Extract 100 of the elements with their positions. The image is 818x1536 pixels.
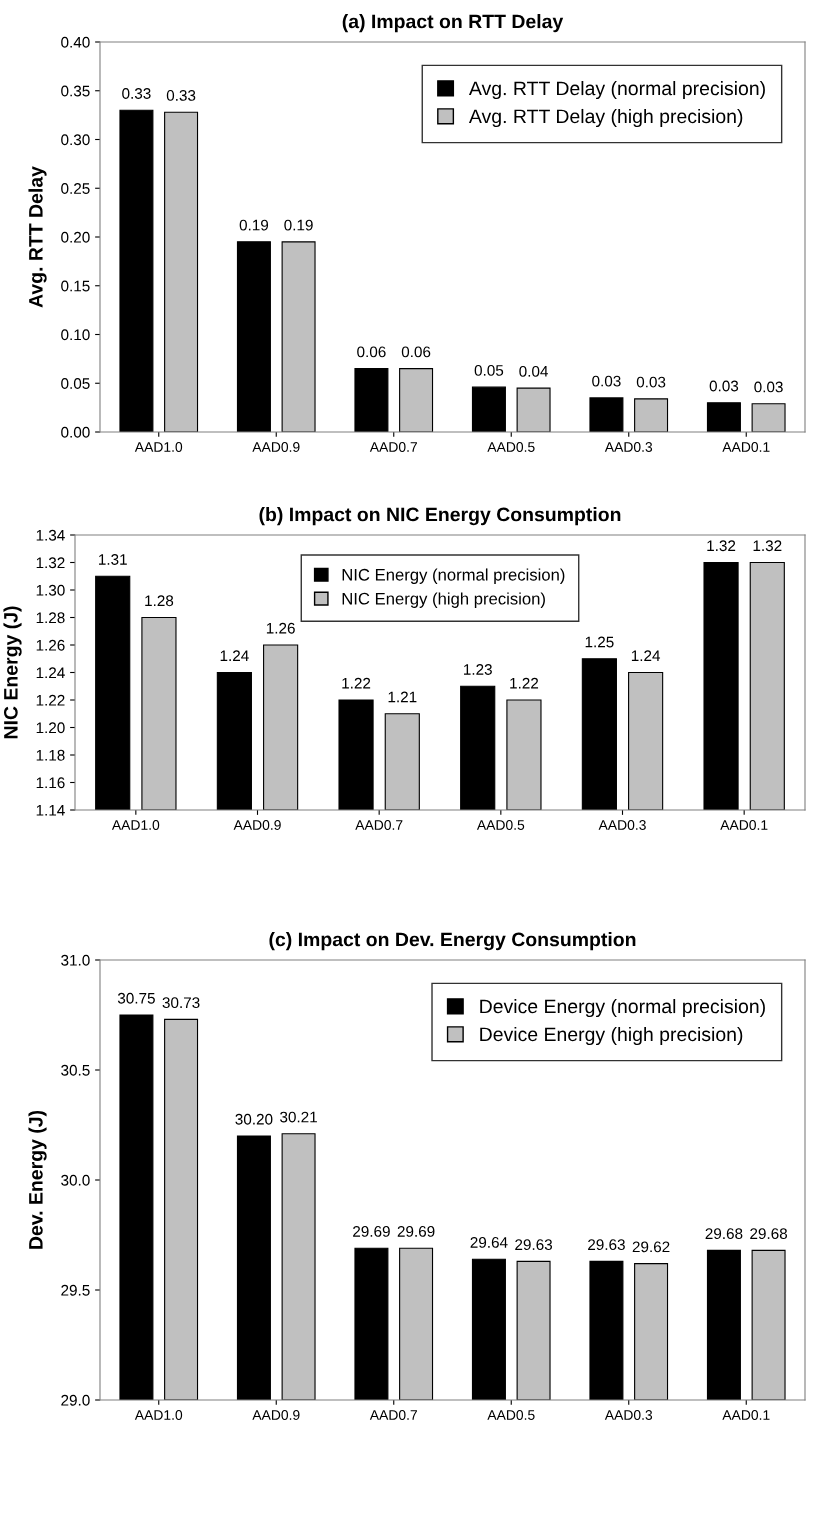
- y-tick-label: 0.00: [61, 426, 90, 438]
- x-tick-label: AAD0.1: [722, 442, 770, 452]
- x-tick-label: AAD1.0: [111, 820, 160, 830]
- y-tick-label: 1.32: [36, 557, 65, 569]
- data-label: 0.06: [401, 346, 431, 358]
- x-tick-label: AAD0.3: [598, 820, 646, 830]
- data-label: 1.32: [753, 540, 782, 552]
- data-label: 0.33: [166, 90, 196, 101]
- bar: [164, 111, 199, 432]
- legend-label: Device Energy (normal precision): [480, 998, 765, 1018]
- data-label: 29.62: [632, 1241, 670, 1253]
- data-label: 1.25: [585, 636, 614, 648]
- chart-title: (a) Impact on RTT Delay: [342, 14, 564, 33]
- data-label: 0.06: [357, 346, 386, 358]
- x-tick-label: AAD0.1: [722, 1410, 770, 1420]
- y-tick-label: 1.14: [36, 805, 65, 816]
- legend-label: Avg. RTT Delay (high precision): [468, 108, 743, 128]
- y-tick-label: 1.18: [36, 749, 65, 761]
- y-tick-label: 29.5: [61, 1284, 90, 1296]
- bar: [751, 403, 786, 432]
- y-tick-label: 0.25: [61, 183, 90, 194]
- y-tick-label: 1.28: [36, 612, 65, 624]
- y-tick-label: 30.0: [61, 1174, 90, 1186]
- bar: [399, 368, 434, 432]
- data-label: 1.23: [464, 664, 492, 675]
- data-label: 1.24: [631, 650, 661, 661]
- data-label: 0.05: [474, 364, 504, 376]
- x-tick-label: AAD1.0: [134, 442, 183, 452]
- data-label: 30.75: [117, 992, 155, 1004]
- bar: [119, 109, 154, 432]
- y-tick-label: 30.5: [61, 1064, 90, 1076]
- data-label: 0.03: [636, 376, 666, 388]
- y-tick-label: 0.20: [61, 231, 90, 243]
- bar: [281, 241, 316, 432]
- x-tick-label: AAD0.9: [252, 442, 300, 452]
- y-tick-label: 1.26: [36, 639, 65, 651]
- data-label: 29.64: [470, 1237, 508, 1248]
- y-axis-title: Avg. RTT Delay: [28, 166, 47, 308]
- data-label: 29.68: [750, 1228, 788, 1240]
- data-label: 1.31: [99, 554, 127, 565]
- data-label: 1.32: [707, 540, 736, 552]
- bar: [236, 241, 271, 432]
- x-tick-label: AAD0.1: [720, 820, 768, 830]
- data-label: 1.22: [510, 677, 539, 689]
- data-label: 0.04: [519, 365, 548, 377]
- data-label: 0.33: [122, 88, 151, 99]
- y-axis-title: Dev. Energy (J): [28, 1110, 47, 1249]
- data-label: 0.03: [709, 380, 739, 392]
- x-tick-label: AAD0.9: [252, 1410, 300, 1420]
- y-tick-label: 1.30: [36, 584, 65, 596]
- data-label: 0.03: [592, 375, 621, 387]
- data-label: 1.26: [266, 622, 295, 634]
- legend-label: NIC Energy (normal precision): [342, 568, 565, 584]
- data-label: 30.20: [235, 1113, 273, 1125]
- bar: [589, 397, 624, 432]
- data-label: 1.24: [220, 650, 249, 661]
- y-tick-label: 1.34: [36, 529, 65, 541]
- data-label: 29.69: [353, 1226, 390, 1237]
- chart-title: (b) Impact on NIC Energy Consumption: [259, 507, 621, 526]
- bar: [516, 387, 551, 432]
- data-label: 1.21: [388, 691, 417, 703]
- y-tick-label: 1.20: [36, 722, 65, 734]
- x-tick-label: AAD0.5: [487, 1410, 535, 1420]
- legend-label: NIC Energy (high precision): [342, 592, 545, 608]
- bar: [634, 398, 669, 432]
- y-tick-label: 0.15: [61, 280, 90, 292]
- y-tick-label: 1.24: [36, 667, 65, 679]
- legend-label: Device Energy (high precision): [480, 1026, 743, 1046]
- x-tick-label: AAD0.7: [369, 1410, 417, 1420]
- x-tick-label: AAD0.3: [604, 442, 653, 452]
- y-axis-title: NIC Energy (J): [3, 606, 22, 739]
- x-tick-label: AAD0.3: [604, 1410, 653, 1420]
- data-label: 0.19: [239, 219, 269, 231]
- bar: [706, 402, 741, 432]
- bar: [471, 386, 506, 432]
- x-tick-label: AAD1.0: [134, 1410, 183, 1420]
- y-tick-label: 1.22: [36, 694, 65, 706]
- data-label: 29.68: [705, 1228, 743, 1240]
- x-tick-label: AAD0.5: [476, 820, 525, 830]
- x-tick-label: AAD0.7: [355, 820, 403, 830]
- y-tick-label: 0.05: [61, 378, 90, 389]
- y-tick-label: 31.0: [61, 954, 90, 966]
- y-tick-label: 0.35: [61, 85, 90, 97]
- y-tick-label: 1.16: [36, 777, 65, 789]
- x-tick-label: AAD0.9: [233, 820, 281, 830]
- legend-label: Avg. RTT Delay (normal precision): [468, 80, 765, 100]
- data-label: 29.63: [515, 1239, 553, 1251]
- data-label: 0.19: [284, 219, 313, 231]
- chart-title: (c) Impact on Dev. Energy Consumption: [269, 932, 636, 951]
- bar: [354, 368, 389, 432]
- data-label: 1.28: [145, 595, 174, 607]
- data-label: 1.22: [342, 677, 371, 689]
- y-tick-label: 0.30: [61, 134, 90, 146]
- data-label: 30.73: [162, 997, 200, 1009]
- data-label: 29.63: [588, 1239, 625, 1251]
- data-label: 29.69: [397, 1226, 435, 1237]
- y-tick-label: 29.0: [61, 1394, 90, 1406]
- x-tick-label: AAD0.7: [369, 442, 417, 452]
- y-tick-label: 0.10: [61, 329, 90, 341]
- y-tick-label: 0.40: [61, 36, 90, 48]
